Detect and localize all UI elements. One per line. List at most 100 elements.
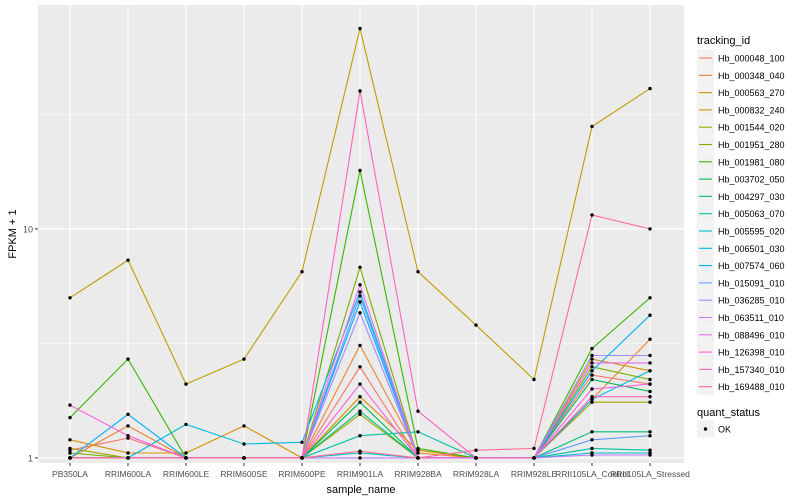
data-point <box>648 382 652 386</box>
data-point <box>590 365 594 369</box>
legend-entries: Hb_000048_100 Hb_000348_040 Hb_000563_270 H… <box>697 49 785 396</box>
legend-label: Hb_000048_100 <box>718 54 785 64</box>
legend-label: Hb_001951_280 <box>718 140 785 150</box>
data-point <box>184 451 188 455</box>
data-point <box>416 451 420 455</box>
x-tick-label: RRIM928LA <box>453 469 500 479</box>
data-point <box>590 369 594 373</box>
data-point <box>648 395 652 399</box>
legend-entry-Hb_004297_030: Hb_004297_030 <box>697 187 785 205</box>
data-point <box>126 451 130 455</box>
data-point <box>242 424 246 428</box>
data-point <box>590 446 594 451</box>
data-point <box>590 430 594 434</box>
data-point <box>184 422 188 427</box>
legend-label: Hb_036285_010 <box>718 296 785 306</box>
data-point <box>358 290 362 294</box>
data-point <box>358 365 362 369</box>
data-point <box>648 389 652 394</box>
data-point <box>648 337 652 341</box>
legend-entry-Hb_063511_010: Hb_063511_010 <box>697 309 784 326</box>
data-point <box>68 403 72 407</box>
data-point <box>68 415 72 420</box>
data-point <box>300 440 304 444</box>
data-point <box>590 373 594 377</box>
legend-label: Hb_005063_070 <box>718 209 785 219</box>
data-point <box>358 294 362 298</box>
data-point <box>126 412 130 416</box>
legend-entry-Hb_036285_010: Hb_036285_010 <box>697 291 785 309</box>
x-tick-label: RRIM600LA <box>105 469 152 479</box>
legend-shape-entries: OK <box>697 420 731 438</box>
legend-label: Hb_088496_010 <box>718 330 785 340</box>
legend-entry-Hb_126398_010: Hb_126398_010 <box>697 343 785 361</box>
data-point <box>416 430 420 434</box>
x-tick-label: RRIM600SE <box>220 469 268 479</box>
data-point <box>648 296 652 300</box>
data-point <box>126 258 130 262</box>
data-point <box>648 453 652 457</box>
data-point <box>648 227 652 231</box>
data-point <box>532 446 536 451</box>
data-point <box>242 456 246 460</box>
data-point <box>358 26 362 31</box>
legend-label: Hb_001981_080 <box>718 157 785 167</box>
data-point <box>590 453 594 457</box>
data-point <box>126 357 130 361</box>
legend-entry-Hb_005595_020: Hb_005595_020 <box>697 222 785 240</box>
legend-entry-Hb_000048_100: Hb_000048_100 <box>697 49 785 67</box>
data-point <box>416 270 420 274</box>
data-point <box>648 377 652 382</box>
data-point <box>358 89 362 93</box>
data-point <box>474 456 478 460</box>
legend-entry-Hb_006501_030: Hb_006501_030 <box>697 239 785 257</box>
data-point <box>648 361 652 365</box>
data-point <box>590 213 594 217</box>
data-point <box>300 270 304 274</box>
legend-label: OK <box>718 425 731 435</box>
x-tick-label: RRIM901LA <box>337 469 384 479</box>
x-tick-label: RRIM928BA <box>394 469 442 479</box>
data-point <box>648 448 652 452</box>
data-point <box>68 451 72 455</box>
legend-label: Hb_000563_270 <box>718 88 785 98</box>
data-point <box>184 456 188 460</box>
legend-shape-title: quant_status <box>697 407 760 419</box>
x-tick-label: RRII105LA_Stressed <box>610 469 690 479</box>
data-point <box>590 124 594 129</box>
data-point <box>358 434 362 438</box>
series-points <box>68 26 652 460</box>
y-tick-label: 10 <box>23 224 33 234</box>
legend-label: Hb_015091_010 <box>718 278 785 288</box>
data-point <box>358 343 362 348</box>
data-point <box>474 448 478 452</box>
data-point <box>590 397 594 402</box>
legend-entry-Hb_005063_070: Hb_005063_070 <box>697 205 785 223</box>
legend-entry-Hb_001981_080: Hb_001981_080 <box>697 153 785 171</box>
data-point <box>532 456 536 460</box>
data-point <box>648 434 652 438</box>
data-point <box>68 456 72 460</box>
legend-entry-Hb_015091_010: Hb_015091_010 <box>697 274 785 292</box>
minor-gridlines <box>38 114 684 344</box>
data-point <box>358 168 362 173</box>
data-point <box>358 449 362 453</box>
x-tick-label: RRIM600PE <box>278 469 326 479</box>
legend-entry-Hb_169488_010: Hb_169488_010 <box>697 378 785 396</box>
data-point <box>68 446 72 451</box>
legend-label: Hb_001544_020 <box>718 123 785 133</box>
legend-entry-Hb_000348_040: Hb_000348_040 <box>697 66 785 84</box>
data-point <box>416 456 420 460</box>
data-point <box>590 353 594 358</box>
legend-label: Hb_005595_020 <box>718 227 785 237</box>
data-point <box>358 300 362 304</box>
y-axis: 1 10 <box>23 224 38 463</box>
data-point <box>590 361 594 365</box>
data-point <box>242 442 246 446</box>
legend-label: Hb_000348_040 <box>718 71 785 81</box>
y-tick-label: 1 <box>28 453 33 463</box>
data-point <box>416 446 420 451</box>
legend-label: Hb_004297_030 <box>718 192 785 202</box>
data-point <box>242 357 246 361</box>
legend-entry-Hb_007574_060: Hb_007574_060 <box>697 257 785 275</box>
